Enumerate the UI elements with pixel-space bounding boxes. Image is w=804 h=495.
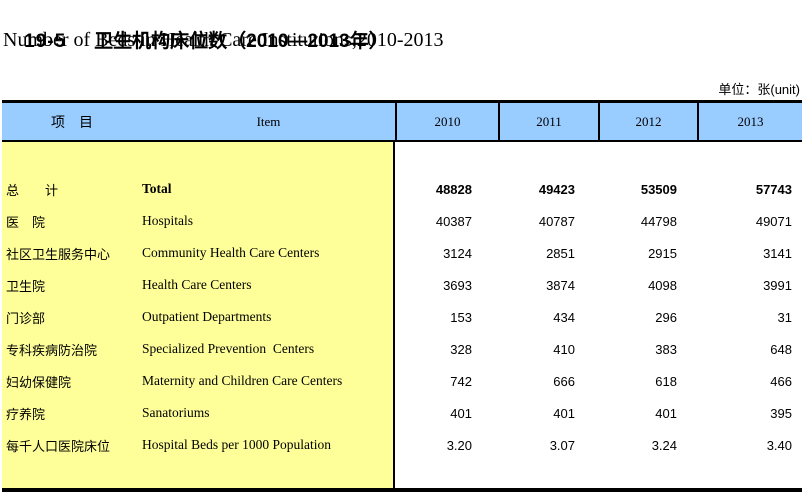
value-2012: 53509: [640, 181, 677, 197]
header-year-2010: 2010: [395, 103, 498, 140]
value-2010: 401: [450, 405, 472, 421]
value-2010: 3124: [443, 245, 472, 261]
header-cell-item: 项 目 Item: [2, 103, 395, 140]
value-2010: 742: [450, 373, 472, 389]
value-2010: 40387: [435, 213, 472, 229]
row-label-en: Community Health Care Centers: [142, 245, 320, 260]
value-2011: 401: [553, 405, 575, 421]
header-year-2011: 2011: [498, 103, 598, 140]
value-2011: 434: [553, 309, 575, 325]
row-label-zh: 卫生院: [6, 278, 46, 294]
header-item-label-zh: 项 目: [51, 113, 93, 130]
value-2011: 410: [553, 341, 575, 357]
table-row-community-centers: 社区卫生服务中心 Community Health Care Centers 3…: [2, 237, 802, 269]
row-label-en: Total: [142, 181, 172, 196]
value-2012: 383: [655, 341, 677, 357]
value-2012: 296: [655, 309, 677, 325]
value-2013: 3.40: [766, 437, 792, 453]
table-number: 19-5: [24, 31, 67, 52]
value-2010: 3693: [443, 277, 472, 293]
value-2013: 466: [770, 373, 792, 389]
row-label-zh: 专科疾病防治院: [6, 342, 98, 358]
value-2011: 3.07: [549, 437, 575, 453]
row-label-en: Maternity and Children Care Centers: [142, 373, 343, 388]
row-label-zh: 妇幼保健院: [6, 374, 72, 390]
header-item-label-en: Item: [256, 113, 281, 129]
table-row-maternity-children: 妇幼保健院 Maternity and Children Care Center…: [2, 365, 802, 397]
table-row-health-care-centers: 卫生院 Health Care Centers 3693 3874 4098 3…: [2, 269, 802, 301]
table-row-sanatoriums: 疗养院 Sanatoriums 401 401 401 395: [2, 397, 802, 429]
row-label-en: Health Care Centers: [142, 277, 252, 292]
value-2012: 618: [655, 373, 677, 389]
row-label-en: Hospitals: [142, 213, 194, 228]
row-label-en: Sanatoriums: [142, 405, 210, 420]
value-2013: 395: [770, 405, 792, 421]
row-label-en: Specialized Prevention Centers: [142, 341, 315, 356]
unit-label: 单位：张(unit): [718, 82, 800, 97]
row-label-zh: 医 院: [6, 214, 46, 230]
table-row-beds-per-1000: 每千人口医院床位 Hospital Beds per 1000 Populati…: [2, 429, 802, 461]
value-2013: 49071: [755, 213, 792, 229]
row-label-zh: 每千人口医院床位: [6, 438, 111, 454]
table-row-total: 总 计 Total 48828 49423 53509 57743: [2, 173, 802, 205]
row-label-zh: 总 计: [6, 182, 59, 198]
row-label-zh: 门诊部: [6, 310, 46, 326]
value-2011: 666: [553, 373, 575, 389]
row-label-en: Hospital Beds per 1000 Population: [142, 437, 331, 452]
value-2013: 648: [770, 341, 792, 357]
beds-statistics-table: 项 目 Item 2010 2011 2012 2013 总 计 Total 4…: [2, 100, 802, 492]
value-2013: 3141: [763, 245, 792, 261]
value-2011: 3874: [546, 277, 575, 293]
table-header-row: 项 目 Item 2010 2011 2012 2013: [2, 103, 802, 142]
table-body: 总 计 Total 48828 49423 53509 57743 医 院 Ho…: [2, 142, 802, 488]
value-2010: 153: [450, 309, 472, 325]
value-2013: 31: [777, 309, 792, 325]
value-2013: 57743: [755, 181, 792, 197]
value-2012: 3.24: [651, 437, 677, 453]
row-label-en: Outpatient Departments: [142, 309, 272, 324]
table-row-hospitals: 医 院 Hospitals 40387 40787 44798 49071: [2, 205, 802, 237]
row-label-zh: 疗养院: [6, 406, 46, 422]
value-2012: 2915: [648, 245, 677, 261]
value-2011: 2851: [546, 245, 575, 261]
value-2012: 44798: [640, 213, 677, 229]
page-title-zh-text: 卫生机构床位数（2010—2013年）: [94, 31, 388, 52]
value-2011: 49423: [538, 181, 575, 197]
value-2010: 3.20: [446, 437, 472, 453]
value-2010: 328: [450, 341, 472, 357]
value-2012: 4098: [648, 277, 677, 293]
value-2010: 48828: [435, 181, 472, 197]
value-2013: 3991: [763, 277, 792, 293]
header-year-2013: 2013: [697, 103, 802, 140]
header-year-2012: 2012: [598, 103, 697, 140]
page-title-zh: 19-5 卫生机构床位数（2010—2013年）: [3, 4, 388, 75]
value-2011: 40787: [538, 213, 575, 229]
row-label-zh: 社区卫生服务中心: [6, 246, 111, 262]
table-row-specialized-prevention: 专科疾病防治院 Specialized Prevention Centers 3…: [2, 333, 802, 365]
table-row-outpatient-departments: 门诊部 Outpatient Departments 153 434 296 3…: [2, 301, 802, 333]
page-title-en: Number of Beds in Health Care Institutio…: [3, 29, 444, 51]
value-2012: 401: [655, 405, 677, 421]
